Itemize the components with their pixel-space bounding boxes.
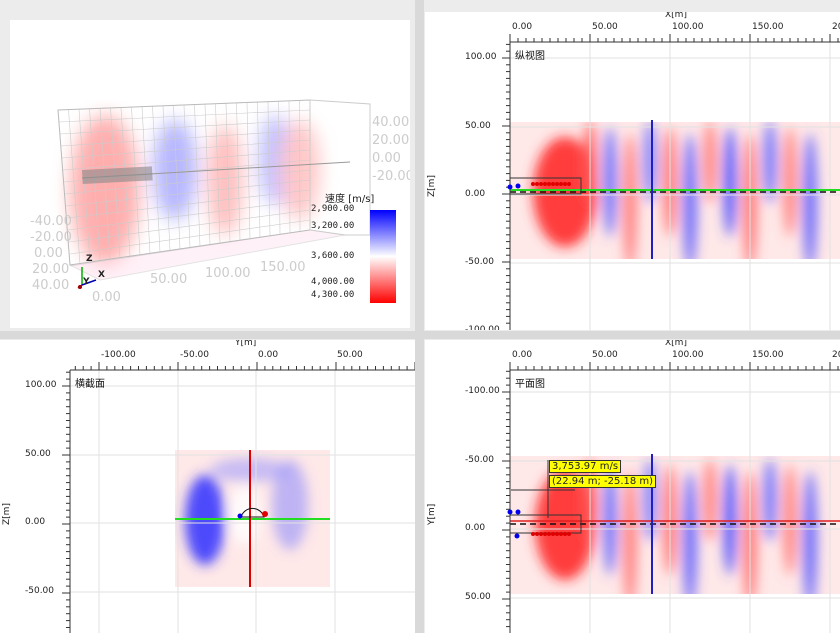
z-tick-label: -20.00 [372,169,410,184]
x-tick-label: 50.00 [150,272,188,287]
x-tick-label: -50.00 [180,350,210,360]
cross-section-panel[interactable]: -100.00 -50.00 0.00 50.00 100.00 50.00 0.00 -50… [0,340,415,633]
x-tick-label: 0.00 [258,350,279,360]
x-tick-label: 150.00 [752,22,784,32]
x-tick-label: 50.00 [337,350,363,360]
plot-canvas[interactable] [425,12,840,330]
y-tick-label: 50.00 [25,449,51,459]
x-tick-label: 100.00 [672,350,704,360]
x-tick-label: 150.00 [260,260,306,275]
legend-title: 速度 [m/s] [325,194,375,205]
y-tick-label: 0.00 [25,517,46,527]
z-tick-label: 20.00 [372,133,410,148]
y-tick-label: 0.00 [465,523,486,533]
x-axis-label: X[m] [665,12,687,20]
x-tick-label: 0.00 [92,290,121,305]
y-tick-label: -50.00 [465,257,495,267]
x-tick-label: 100.00 [205,266,251,281]
y-tick-label: -50.00 [25,586,55,596]
y-axis-label: Z[m] [427,175,437,197]
splitter-vertical[interactable] [415,0,424,633]
3d-view-panel[interactable]: Z X Y 0.00 50.00 100.00 150.00 40.00 20.00 0.0… [10,20,410,328]
y-tick-label: 20.00 [32,262,70,277]
legend-tick-label: 3,200.00 [311,221,355,231]
x-tick-label: 200 [832,22,840,32]
y-tick-label: -20.00 [30,230,72,245]
tooltip-value: 3,753.97 m/s [549,460,622,473]
legend-tick-label: 2,900.00 [311,204,355,214]
y-tick-label: 50.00 [465,121,491,131]
y-tick-label: 0.00 [34,246,63,261]
view-title: 横截面 [75,379,105,390]
x-axis-label: X[m] [665,340,687,348]
longitudinal-view-panel[interactable]: 0.00 50.00 100.00 150.00 200 100.00 50.00 0.00 -… [425,12,840,330]
axis-x-label: X [98,270,105,280]
view-title: 纵视图 [515,51,545,62]
axis-y-label: Y [83,277,90,287]
x-tick-label: 200 [832,350,840,360]
y-tick-label: 0.00 [465,189,486,199]
plot-canvas[interactable] [425,340,840,633]
x-tick-label: 50.00 [592,22,618,32]
y-tick-label: -40.00 [30,214,72,229]
x-tick-label: 100.00 [672,22,704,32]
view-title: 平面图 [515,379,545,390]
legend-tick-label: 3,600.00 [311,251,355,261]
y-axis-label: Y[m] [427,503,437,525]
z-tick-label: 40.00 [372,115,410,130]
y-tick-label: -100.00 [465,386,500,396]
x-tick-label: 150.00 [752,350,784,360]
z-tick-label: 0.00 [372,151,401,166]
x-tick-label: 0.00 [512,350,533,360]
x-axis-label: Y[m] [235,340,257,348]
tooltip-coordinates: (22.94 m; -25.18 m) [549,475,657,488]
color-legend-bar [370,210,396,303]
plan-view-panel[interactable]: 0.00 50.00 100.00 150.00 200 -100.00 -50.00 0.0… [425,340,840,633]
legend-tick-label: 4,300.00 [311,290,355,300]
x-tick-label: 50.00 [592,350,618,360]
y-tick-label: -100.00 [465,325,500,330]
legend-tick-label: 4,000.00 [311,277,355,287]
y-tick-label: 50.00 [465,592,491,602]
y-tick-label: 100.00 [25,380,57,390]
3d-volume [57,99,396,303]
y-tick-label: 40.00 [32,278,70,293]
y-tick-label: -50.00 [465,455,495,465]
y-axis-label: Z[m] [2,503,12,525]
x-tick-label: -100.00 [101,350,136,360]
axis-z-label: Z [86,254,93,264]
y-tick-label: 100.00 [465,52,497,62]
x-tick-label: 0.00 [512,22,533,32]
plot-canvas[interactable] [0,340,415,633]
